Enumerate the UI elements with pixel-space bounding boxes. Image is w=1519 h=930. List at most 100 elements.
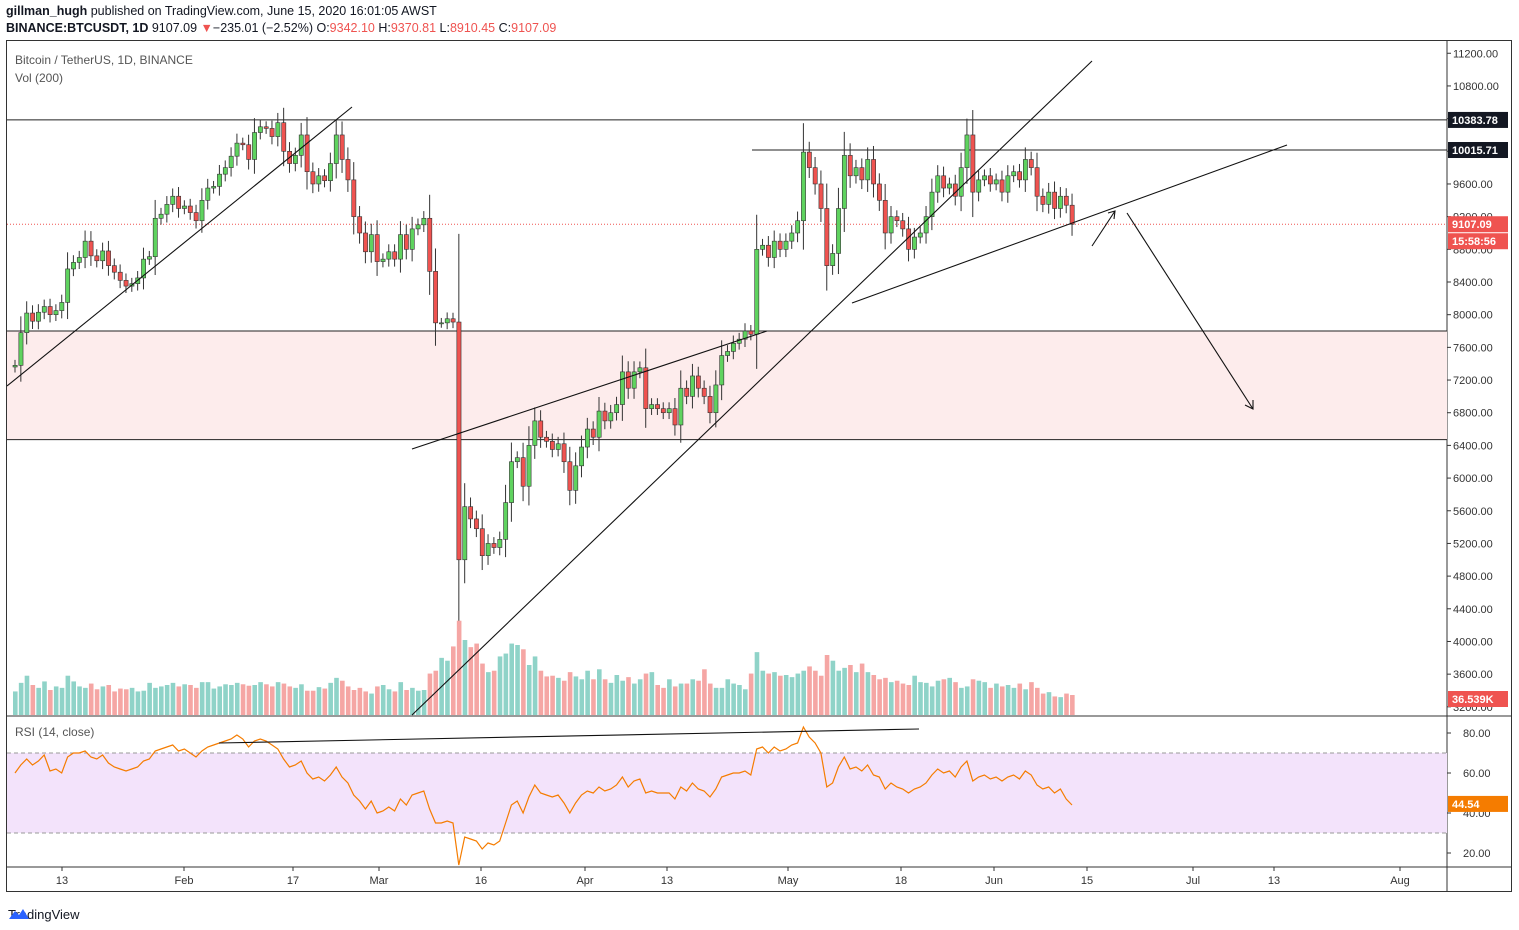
price-tag-text: 9107.09 [1452,219,1492,231]
volume-bar [999,686,1005,715]
volume-bar [153,687,158,715]
price-axis-label: 5200.00 [1453,538,1493,550]
volume-bar [24,675,30,715]
volume-bar [970,679,976,715]
candle-body [771,240,777,258]
volume-legend: Vol (200) [15,71,64,85]
volume-bar [503,653,509,715]
volume-bar [71,681,76,715]
candle-body [538,420,544,438]
candle-body [351,179,357,217]
candle-body [865,159,871,181]
candle-body [999,179,1005,193]
volume-bar [369,693,374,715]
candle-body [380,258,386,262]
candle-body [147,256,152,260]
level-tag-resistance: 10015.71 [1448,142,1508,159]
low-label: L: [439,21,450,35]
time-axis-label: 13 [56,875,68,887]
volume-bar [229,685,234,715]
rsi-axis-label: 20.00 [1463,848,1491,860]
candle-body [760,244,766,250]
candle-body [917,232,923,238]
candle-body [357,216,363,234]
price-tag-text: 10015.71 [1452,145,1498,157]
candle-body [987,175,993,185]
author-name[interactable]: gillman_hugh [6,4,88,18]
volume-bar [159,686,164,715]
candle-body [941,175,947,189]
price-tag-bg [1448,142,1508,159]
rsi-line [14,725,1073,866]
volume-bar [1046,692,1052,715]
volume-bar [900,683,906,715]
candle-body [158,213,164,219]
candle-body [561,443,567,463]
candle-body [503,502,509,540]
volume-bar [491,670,497,715]
footer-brand[interactable]: TradingView [8,907,80,922]
price-axis-label: 8000.00 [1453,310,1493,322]
candle-body [509,461,514,503]
volume-bar [106,685,112,715]
volume-bar [427,673,433,715]
volume-bar [217,686,222,715]
candle-body [316,175,322,185]
candle-body [310,171,316,185]
candle-body [660,408,666,414]
candle-body [322,175,328,182]
candle-body [193,212,199,222]
time-axis-label: Aug [1390,875,1410,887]
price-tag-text: 36.539K [1452,694,1494,706]
candle-body [76,257,82,263]
chart-svg[interactable]: 11200.0010800.0010400.0010000.009600.009… [7,41,1511,891]
price-axis-label: 6800.00 [1453,408,1493,420]
volume-bar [129,687,135,715]
time-axis-label: 13 [661,875,673,887]
volume-bar [626,677,631,715]
candle-body [795,220,801,234]
candle-body [252,132,257,160]
volume-bar [883,677,888,715]
volume-bar [445,660,450,715]
candle-body [818,183,824,209]
volume-bar [264,684,269,715]
candle-body [1011,171,1017,177]
volume-bar [1040,693,1046,715]
candle-body [742,330,748,340]
symbol-label: BINANCE:BTCUSDT, 1D [6,21,149,35]
volume-bar [205,682,211,715]
candle-body [368,234,374,253]
candle-body [333,134,339,164]
volume-bar [707,683,713,715]
price-axis-label: 7200.00 [1453,375,1493,387]
candle-body [111,265,117,273]
volume-bar [1005,685,1011,715]
arrow-up-head-icon [1107,210,1116,220]
candle-body [929,191,935,217]
volume-bar [194,687,199,715]
time-axis-label: Apr [576,875,593,887]
candle-body [1046,191,1052,205]
volume-bar [118,688,123,715]
volume-bar [94,689,100,715]
candle-body [94,255,100,262]
candle-body [520,457,526,487]
volume-bar [667,679,672,715]
volume-bar [1017,683,1023,715]
volume-bar [275,682,281,715]
price-axis-label: 6400.00 [1453,440,1493,452]
candle-body [631,371,637,389]
volume-bar [258,682,263,715]
volume-bar [743,689,748,715]
candle-body [614,404,620,414]
candle-body [964,134,970,168]
volume-bar [591,679,596,715]
open-value: 9342.10 [329,21,375,35]
volume-bar [597,669,602,715]
ohlc-line: BINANCE:BTCUSDT, 1D 9107.09 ▼−235.01 (−2… [6,21,556,35]
volume-bar [818,675,824,715]
candle-body [590,428,596,438]
volume-bar [696,680,701,715]
chart-area[interactable]: 11200.0010800.0010400.0010000.009600.009… [6,40,1512,892]
